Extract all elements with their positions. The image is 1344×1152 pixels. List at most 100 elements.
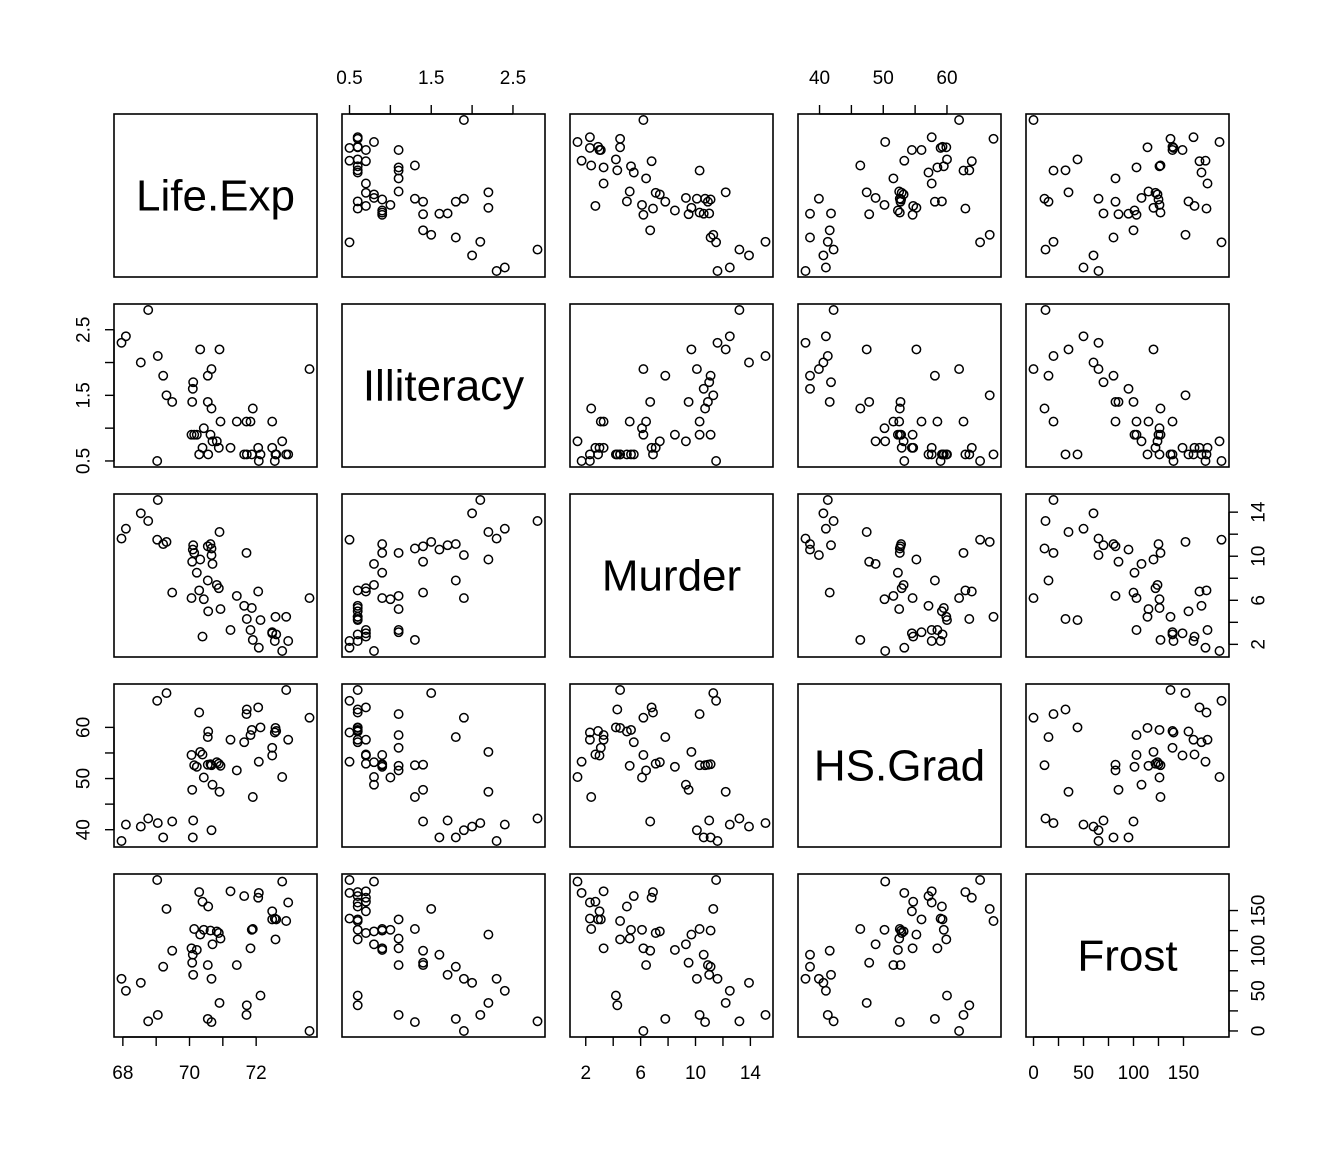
data-point	[253, 756, 264, 767]
data-point	[906, 145, 917, 155]
data-point	[1040, 516, 1051, 526]
data-point	[1028, 593, 1039, 604]
data-point	[434, 949, 445, 960]
panel-illiteracy-vs-hs-grad	[797, 303, 1002, 468]
data-point	[352, 196, 363, 207]
data-point	[686, 746, 697, 757]
data-point	[1183, 196, 1194, 207]
data-point	[638, 712, 649, 723]
data-point	[205, 539, 216, 550]
data-point	[988, 611, 999, 622]
panel-frame	[1025, 683, 1230, 848]
data-point	[938, 924, 949, 935]
data-point	[202, 759, 213, 770]
data-point	[1136, 558, 1147, 569]
data-point	[1128, 225, 1139, 236]
data-point	[344, 142, 355, 153]
data-point	[926, 636, 937, 646]
data-point	[369, 558, 379, 569]
data-point	[1048, 547, 1059, 558]
data-point	[344, 913, 355, 924]
data-point	[621, 196, 632, 207]
panel-hs-grad: HS.Grad	[797, 683, 1002, 848]
data-point	[1098, 540, 1109, 551]
data-point	[458, 712, 469, 723]
data-point	[1048, 818, 1059, 829]
data-point	[646, 156, 657, 167]
data-point	[1201, 203, 1212, 214]
data-point	[805, 961, 815, 972]
data-point	[1167, 726, 1178, 736]
data-point	[984, 390, 995, 401]
data-point	[283, 734, 294, 745]
data-point	[418, 816, 429, 827]
data-point	[158, 539, 169, 550]
data-point	[393, 760, 404, 771]
data-point	[680, 192, 691, 203]
data-point	[628, 167, 639, 178]
data-point	[1180, 390, 1191, 401]
data-point	[442, 540, 453, 551]
data-point	[483, 929, 494, 940]
data-point	[352, 685, 363, 695]
data-point	[1154, 772, 1165, 783]
data-point	[1189, 631, 1200, 642]
data-point	[1188, 132, 1199, 143]
data-point	[1129, 567, 1140, 578]
y-axis-hs-grad-left: 40 50 60	[74, 717, 115, 840]
data-point	[152, 351, 163, 361]
data-point	[637, 199, 647, 210]
data-point	[646, 702, 657, 713]
data-point	[855, 403, 866, 414]
data-point	[1155, 634, 1166, 645]
data-point	[1093, 266, 1104, 276]
data-point	[143, 305, 154, 315]
data-point	[467, 977, 478, 988]
data-point	[586, 792, 597, 802]
data-point	[576, 155, 587, 166]
data-point	[203, 449, 214, 460]
data-point	[590, 896, 601, 907]
data-point	[277, 772, 288, 782]
data-point	[198, 594, 209, 605]
data-point	[686, 929, 697, 940]
data-point	[214, 997, 225, 1008]
data-point	[1108, 832, 1119, 843]
data-point	[828, 305, 839, 315]
data-point	[724, 262, 735, 273]
data-point	[450, 961, 461, 972]
variable-label-murder: Murder	[602, 552, 741, 601]
data-point	[409, 193, 420, 204]
data-point	[1108, 232, 1119, 243]
data-point	[590, 749, 601, 760]
data-point	[1177, 442, 1188, 453]
data-point	[360, 758, 371, 769]
panel-frame	[341, 493, 546, 658]
data-point	[247, 634, 258, 645]
data-point	[1108, 539, 1119, 550]
data-point	[195, 554, 206, 565]
data-point	[708, 903, 719, 914]
data-point	[241, 704, 252, 715]
data-point	[1039, 543, 1050, 554]
data-point	[143, 813, 154, 824]
data-point	[705, 961, 716, 972]
data-point	[926, 132, 937, 143]
data-point	[255, 449, 266, 460]
data-point	[598, 162, 609, 173]
data-point	[704, 815, 715, 826]
tick-label: 50	[873, 68, 894, 89]
data-point	[352, 165, 363, 176]
data-point	[744, 250, 754, 261]
data-point	[203, 726, 214, 737]
panel-frame	[569, 873, 774, 1038]
data-point	[1154, 724, 1165, 735]
data-point	[960, 887, 971, 898]
data-point	[926, 449, 937, 460]
data-point	[202, 396, 213, 407]
data-point	[352, 891, 363, 902]
data-point	[824, 945, 835, 956]
data-point	[1155, 160, 1166, 171]
panel-murder-vs-frost	[1025, 493, 1230, 658]
data-point	[805, 383, 815, 394]
